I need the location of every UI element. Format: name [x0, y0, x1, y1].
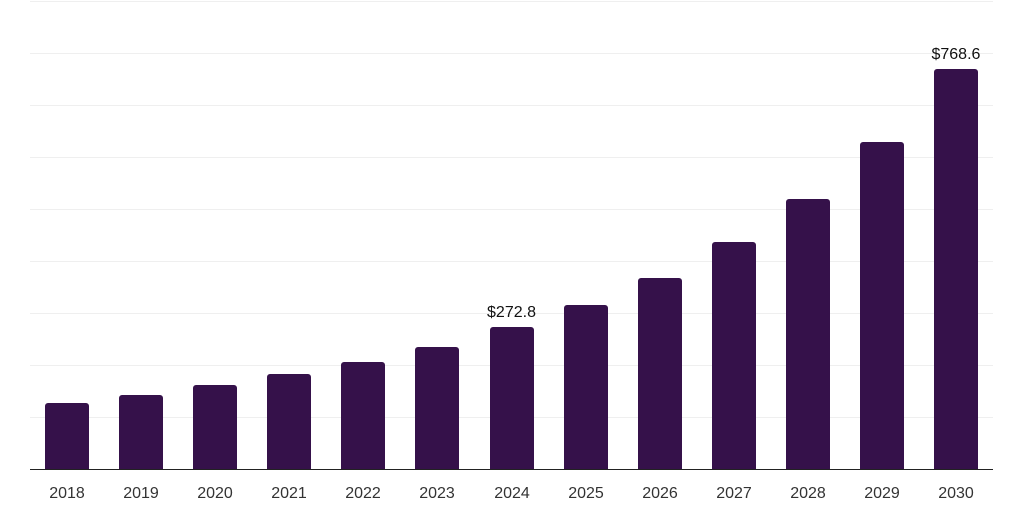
bar-2030	[934, 69, 978, 469]
bar-2019	[119, 395, 163, 469]
bar-2023	[415, 347, 459, 469]
gridline-800	[30, 53, 993, 54]
gridline-700	[30, 105, 993, 106]
x-tick-label-2029: 2029	[864, 485, 900, 502]
bar-2021	[267, 374, 311, 469]
x-tick-label-2023: 2023	[419, 485, 455, 502]
x-tick-label-2027: 2027	[716, 485, 752, 502]
gridline-400	[30, 261, 993, 262]
data-label-2030: $768.6	[931, 46, 981, 63]
gridline-500	[30, 209, 993, 210]
gridline-600	[30, 157, 993, 158]
plot-area: $272.8 $768.6	[30, 1, 993, 470]
gridline-900	[30, 1, 993, 2]
x-tick-label-2024: 2024	[494, 485, 530, 502]
x-tick-label-2022: 2022	[345, 485, 381, 502]
bar-2028	[786, 199, 830, 469]
bar-2029	[860, 142, 904, 469]
bar-2020	[193, 385, 237, 469]
bar-2024	[490, 327, 534, 469]
x-tick-label-2030: 2030	[938, 485, 974, 502]
gridline-300	[30, 313, 993, 314]
x-tick-label-2021: 2021	[271, 485, 307, 502]
bar-2022	[341, 362, 385, 469]
x-tick-label-2020: 2020	[197, 485, 233, 502]
bar-2018	[45, 403, 89, 469]
x-tick-label-2025: 2025	[568, 485, 604, 502]
x-tick-label-2018: 2018	[49, 485, 85, 502]
x-tick-label-2028: 2028	[790, 485, 826, 502]
x-tick-label-2026: 2026	[642, 485, 678, 502]
x-tick-label-2019: 2019	[123, 485, 159, 502]
bar-2025	[564, 305, 608, 469]
bar-2027	[712, 242, 756, 469]
data-label-2024: $272.8	[487, 304, 536, 321]
bar-2026	[638, 278, 682, 469]
